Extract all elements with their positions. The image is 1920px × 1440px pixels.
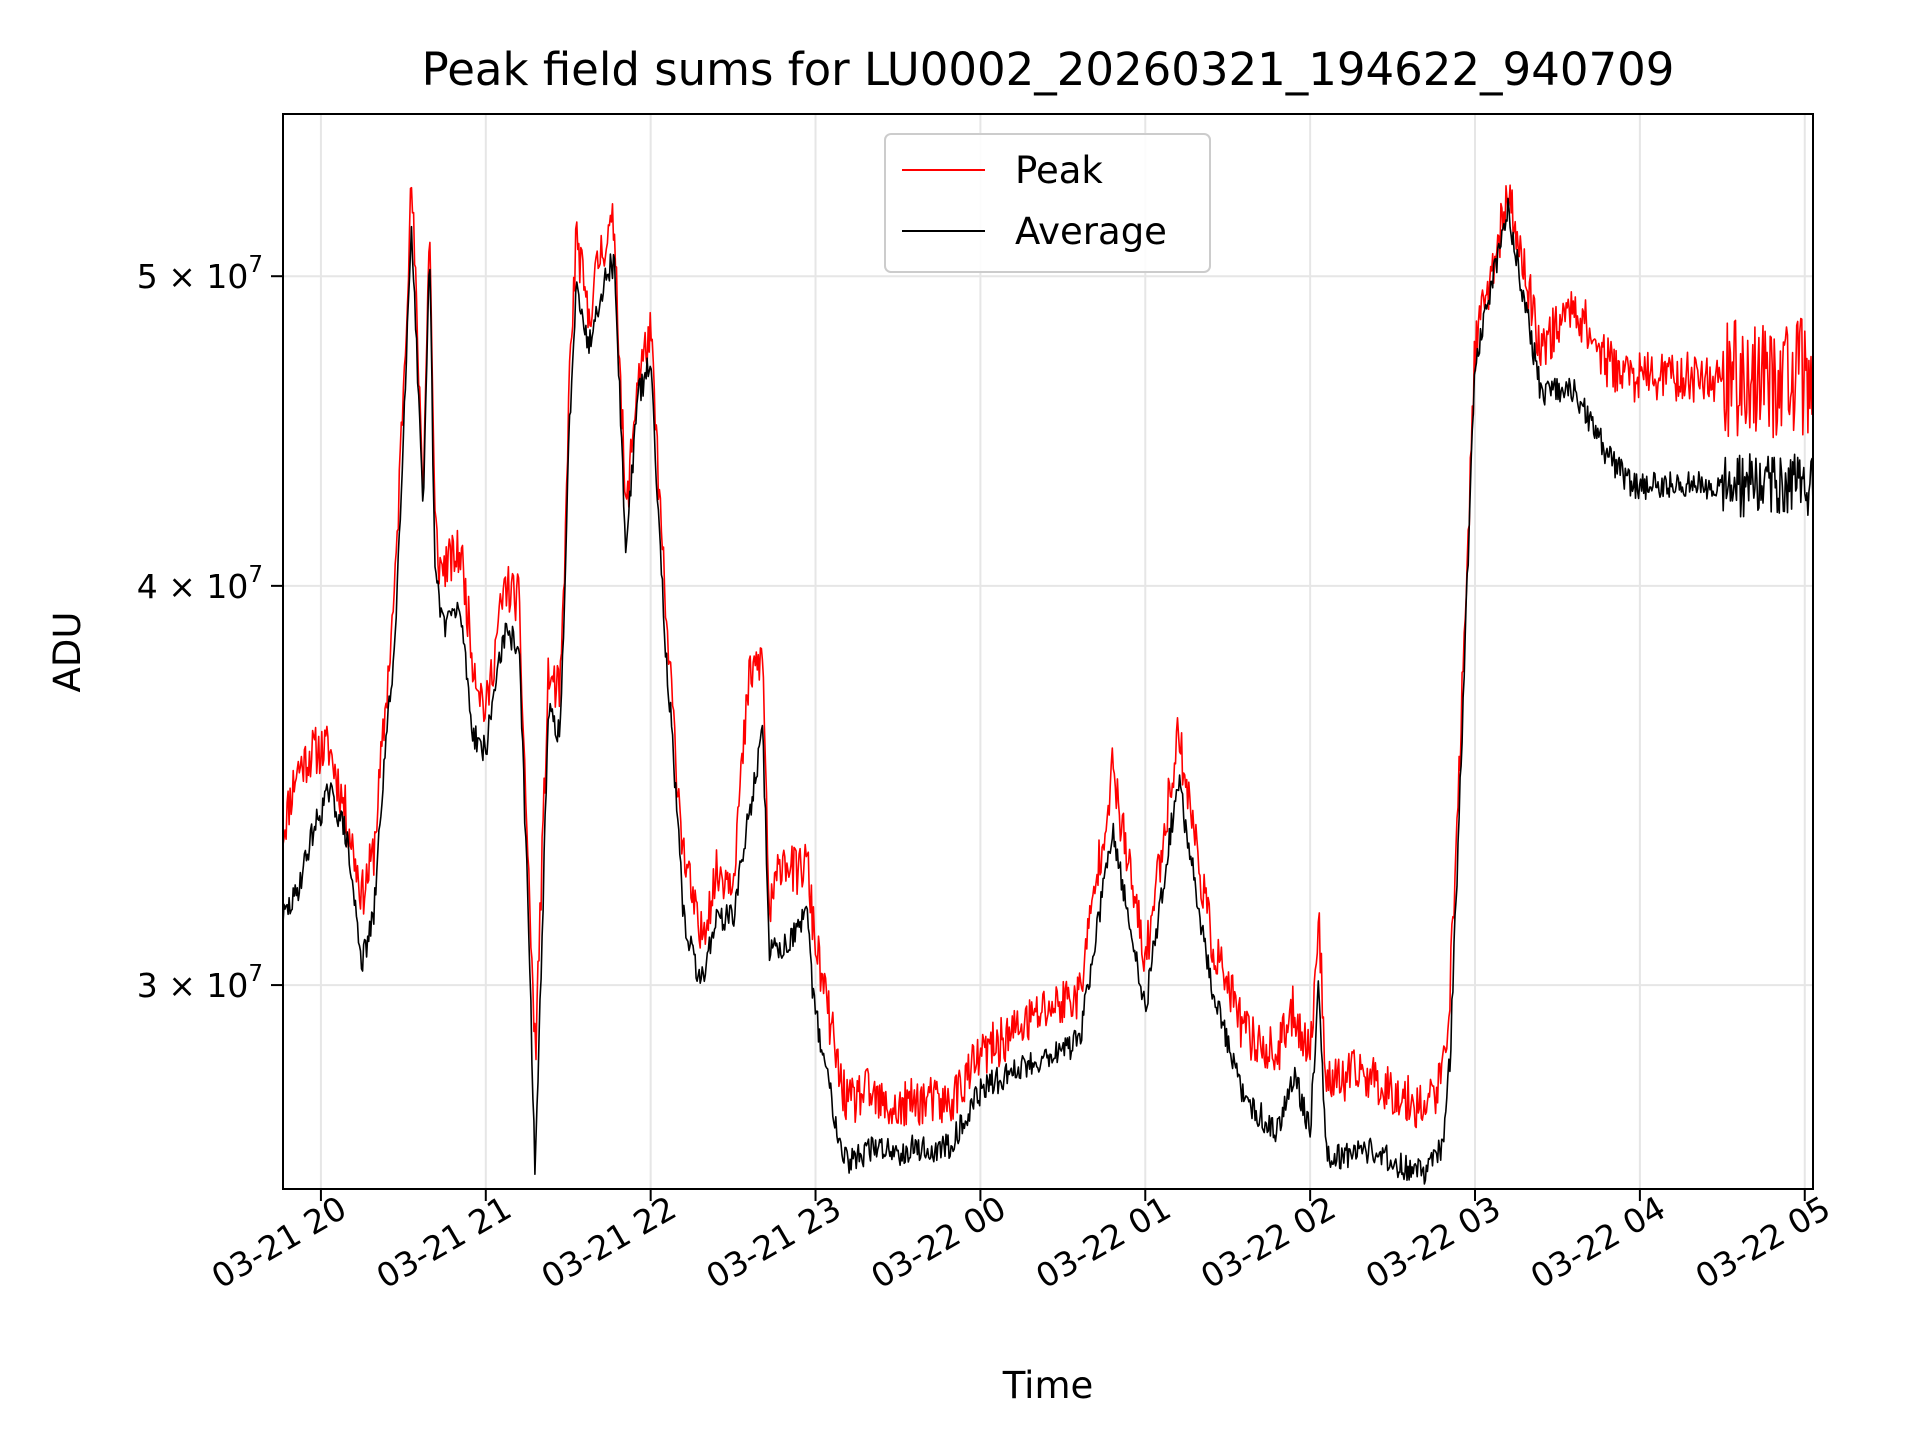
grid (283, 114, 1813, 1189)
legend-label-average: Average (1015, 210, 1167, 253)
plot-frame (282, 113, 1814, 1190)
y-tick-label: 3 × 107 (137, 961, 263, 1005)
y-tick-base: 5 × 10 (137, 257, 249, 296)
series-line-peak (283, 184, 1813, 1129)
series-layer (283, 184, 1813, 1185)
y-tick-base: 3 × 10 (137, 966, 249, 1005)
chart-title: Peak field sums for LU0002_20260321_1946… (422, 43, 1675, 96)
y-tick-exponent: 7 (248, 562, 263, 588)
y-tick-exponent: 7 (248, 961, 263, 987)
y-tick-label: 5 × 107 (137, 252, 263, 296)
legend: Peak Average (884, 133, 1211, 273)
legend-label-peak: Peak (1015, 149, 1103, 192)
y-tick-exponent: 7 (248, 252, 263, 278)
x-axis-label: Time (1002, 1364, 1094, 1407)
y-tick-label: 4 × 107 (137, 562, 263, 606)
legend-box (884, 133, 1211, 273)
series-line-average (283, 197, 1813, 1185)
y-tick-base: 4 × 10 (137, 567, 249, 606)
y-axis-label: ADU (46, 612, 89, 693)
